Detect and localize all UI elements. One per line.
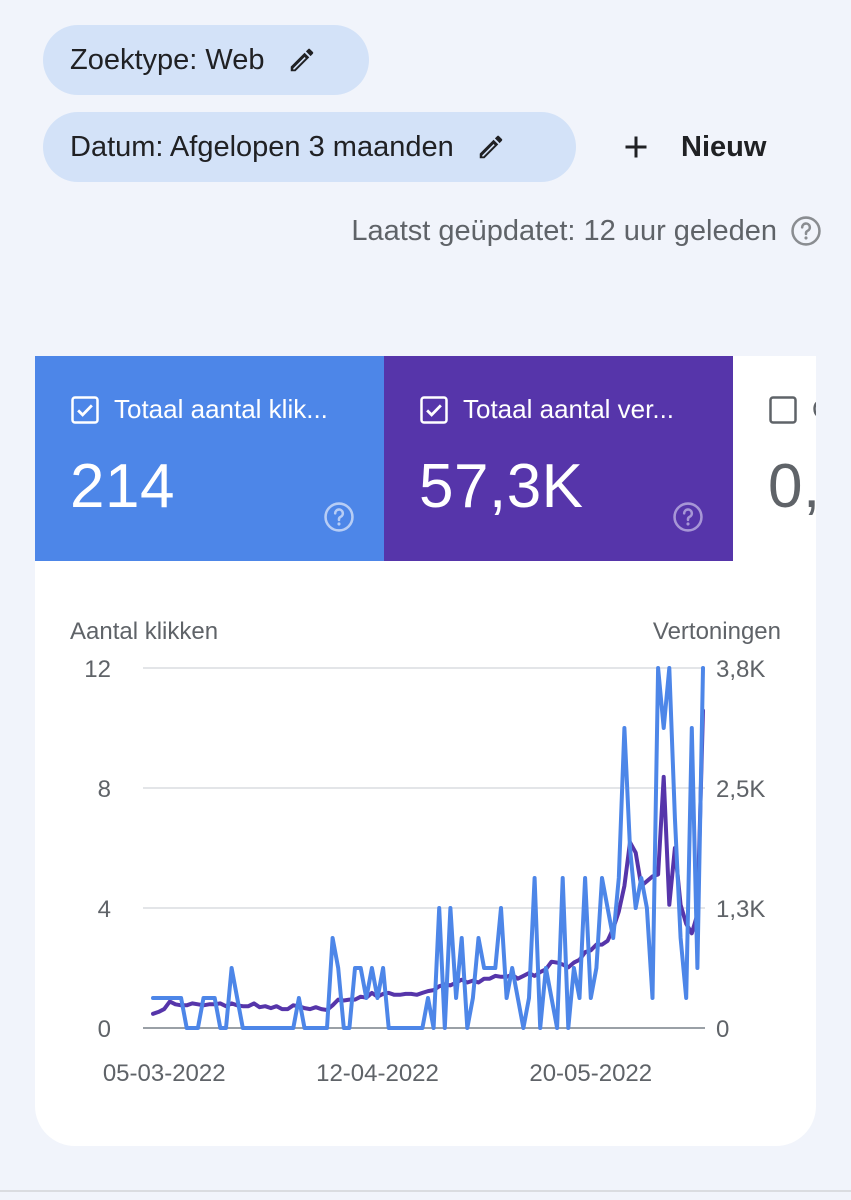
help-icon[interactable] bbox=[789, 214, 823, 248]
new-filter-label: Nieuw bbox=[681, 130, 767, 163]
metric-value: 0, bbox=[768, 452, 816, 521]
x-tick-label: 05-03-2022 bbox=[103, 1060, 226, 1087]
y-left-axis-title: Aantal klikken bbox=[70, 618, 218, 645]
metric-label: G bbox=[812, 394, 816, 425]
y-left-tick-label: 4 bbox=[98, 896, 111, 923]
checkbox-checked-icon[interactable] bbox=[419, 395, 449, 425]
metric-value: 214 bbox=[70, 452, 175, 521]
plus-icon bbox=[625, 136, 647, 158]
metric-total-clicks[interactable]: Totaal aantal klik... 214 bbox=[35, 356, 384, 561]
y-right-tick-label: 1,3K bbox=[716, 896, 765, 923]
checkbox-checked-icon[interactable] bbox=[70, 395, 100, 425]
y-right-tick-label: 2,5K bbox=[716, 776, 765, 803]
date-filter-label: Datum: Afgelopen 3 maanden bbox=[70, 130, 454, 163]
new-filter-button[interactable]: Nieuw bbox=[618, 120, 766, 174]
y-right-tick-label: 3,8K bbox=[716, 656, 765, 683]
pencil-icon[interactable] bbox=[287, 45, 317, 75]
search-type-filter-chip[interactable]: Zoektype: Web bbox=[43, 25, 369, 95]
metric-label: Totaal aantal ver... bbox=[463, 394, 675, 424]
metric-ctr-partial[interactable]: G 0, bbox=[733, 356, 816, 561]
last-updated-info: Laatst geüpdatet: 12 uur geleden bbox=[351, 214, 823, 248]
checkbox-unchecked-icon[interactable] bbox=[768, 395, 798, 425]
y-left-tick-label: 8 bbox=[98, 776, 111, 803]
search-type-filter-label: Zoektype: Web bbox=[70, 43, 265, 76]
help-icon[interactable] bbox=[671, 500, 705, 534]
y-right-axis-title: Vertoningen bbox=[653, 618, 781, 645]
performance-line-chart: Aantal klikken Vertoningen 12 8 4 0 3,8K 2,5… bbox=[70, 618, 781, 1087]
help-icon[interactable] bbox=[322, 500, 356, 534]
metric-label: Totaal aantal klik... bbox=[114, 394, 328, 424]
pencil-icon[interactable] bbox=[476, 132, 506, 162]
metric-value: 57,3K bbox=[419, 452, 584, 521]
performance-card: Totaal aantal klik... 214 Totaal aantal … bbox=[35, 356, 816, 1146]
y-right-tick-label: 0 bbox=[716, 1016, 729, 1043]
bottom-divider bbox=[0, 1190, 851, 1192]
last-updated-text: Laatst geüpdatet: 12 uur geleden bbox=[351, 214, 777, 247]
metric-total-impressions[interactable]: Totaal aantal ver... 57,3K bbox=[384, 356, 733, 561]
x-tick-label: 20-05-2022 bbox=[529, 1060, 652, 1087]
x-tick-label: 12-04-2022 bbox=[316, 1060, 439, 1087]
series-line-clicks bbox=[151, 666, 705, 1030]
y-left-tick-label: 0 bbox=[98, 1016, 111, 1043]
y-left-tick-label: 12 bbox=[84, 656, 111, 683]
date-filter-chip[interactable]: Datum: Afgelopen 3 maanden bbox=[43, 112, 576, 182]
